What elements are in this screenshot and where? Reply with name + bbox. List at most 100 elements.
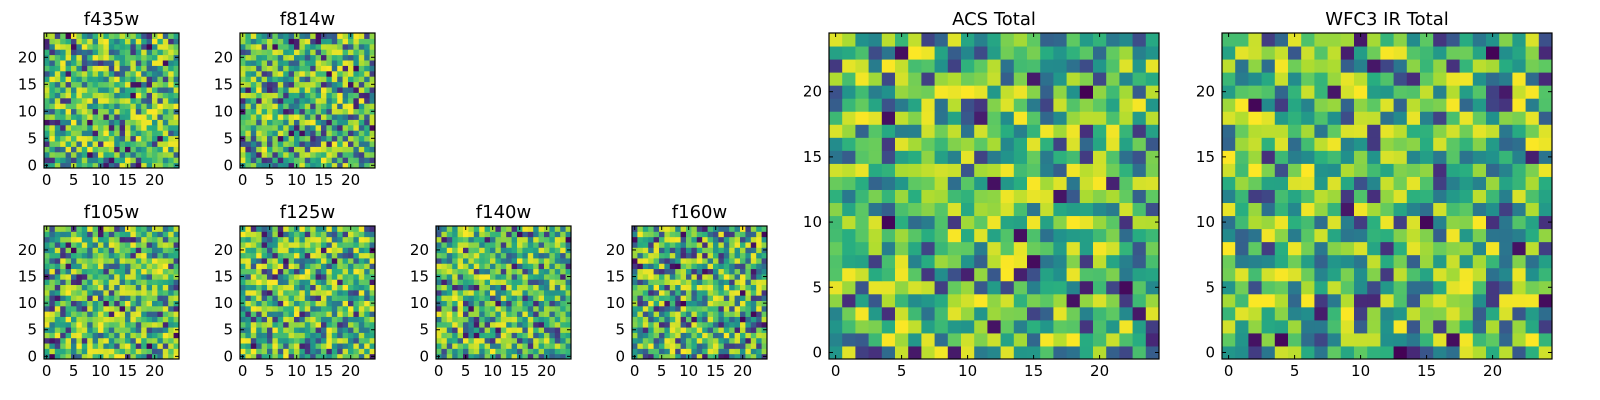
heatmap-cell (87, 162, 94, 169)
heatmap-cell (479, 289, 486, 296)
heatmap-cell (1340, 163, 1355, 177)
heatmap-cell (92, 49, 99, 56)
heatmap-cell (441, 295, 448, 301)
heatmap-cell (1538, 215, 1553, 230)
heatmap-cell (71, 119, 77, 126)
heatmap-cell (294, 321, 300, 328)
heatmap-cell (1248, 280, 1263, 295)
heatmap-cell (1459, 267, 1474, 282)
heatmap-cell (87, 81, 94, 88)
heatmap-cell (358, 268, 365, 275)
heatmap-cell (272, 92, 279, 99)
heatmap-cell (934, 33, 949, 47)
heatmap-cell (152, 43, 158, 50)
heatmap-cell (321, 157, 327, 164)
heatmap-cell (103, 108, 110, 115)
axes-frame (828, 32, 1160, 360)
heatmap-cell (168, 284, 175, 291)
heatmap-cell (538, 337, 545, 344)
heatmap-cell (315, 263, 322, 270)
heatmap-cell (527, 226, 534, 232)
heatmap-cell (135, 103, 142, 110)
heatmap-cell (565, 241, 572, 248)
heatmap-cell (369, 226, 376, 232)
heatmap-cell (675, 268, 682, 275)
heatmap-cell (1459, 254, 1474, 269)
heatmap-cell (632, 332, 638, 339)
heatmap-cell (1040, 228, 1054, 243)
heatmap-cell (908, 163, 922, 177)
heatmap-cell (544, 279, 550, 286)
heatmap-cell (92, 231, 99, 238)
heatmap-cell (283, 231, 290, 238)
heatmap-cell (114, 65, 121, 72)
heatmap-cell (92, 353, 99, 360)
heatmap-cell (490, 327, 496, 333)
heatmap-cell (54, 103, 61, 110)
heatmap-cell (987, 59, 1002, 73)
heatmap-cell (921, 228, 936, 243)
heatmap-cell (452, 343, 459, 349)
heatmap-cell (245, 268, 252, 275)
heatmap-cell (829, 202, 843, 217)
heatmap-cell (718, 295, 725, 301)
heatmap-cell (436, 231, 442, 238)
heatmap-cell (331, 151, 338, 158)
heatmap-cell (146, 268, 153, 275)
heatmap-cell (881, 59, 896, 73)
heatmap-cell (245, 151, 252, 158)
heatmap-cell (98, 151, 104, 158)
heatmap-cell (707, 247, 714, 254)
heatmap-cell (506, 241, 513, 248)
heatmap-cell (1053, 111, 1068, 125)
x-tick-label: 5 (265, 171, 275, 189)
heatmap-cell (358, 130, 365, 137)
heatmap-cell (114, 124, 121, 131)
heatmap-cell (1053, 72, 1068, 86)
heatmap-cell (745, 343, 752, 349)
heatmap-cell (1248, 267, 1263, 282)
heatmap-cell (267, 87, 273, 93)
heatmap-cell (256, 146, 263, 153)
heatmap-cell (87, 284, 94, 291)
heatmap-cell (44, 295, 50, 301)
heatmap-cell (1512, 306, 1527, 321)
heatmap-cell (76, 151, 83, 158)
heatmap-cell (1459, 176, 1474, 190)
heatmap-cell (162, 337, 169, 344)
heatmap-cell (868, 293, 883, 308)
heatmap-cell (81, 43, 88, 50)
heatmap-cell (829, 46, 843, 60)
heatmap-cell (729, 268, 736, 275)
heatmap-cell (1261, 280, 1276, 295)
heatmap-cell (342, 38, 349, 45)
heatmap-cell (173, 141, 180, 147)
heatmap-cell (130, 337, 137, 344)
heatmap-cell (277, 76, 284, 83)
heatmap-cell (76, 263, 83, 270)
heatmap-cell (277, 124, 284, 131)
heatmap-cell (686, 241, 692, 248)
heatmap-cell (65, 268, 72, 275)
heatmap-cell (637, 289, 644, 296)
heatmap-cell (750, 305, 757, 312)
heatmap-cell (1013, 124, 1028, 138)
heatmap-cell (60, 49, 67, 56)
heatmap-cell (441, 289, 448, 296)
heatmap-cell (76, 60, 83, 66)
heatmap-cell (256, 337, 263, 344)
heatmap-cell (734, 284, 741, 291)
heatmap-cell (65, 327, 72, 333)
heatmap-cell (895, 241, 909, 256)
heatmap-cell (544, 327, 550, 333)
heatmap-cell (1106, 189, 1120, 204)
heatmap-cell (1472, 319, 1487, 334)
heatmap-cell (342, 247, 349, 254)
heatmap-cell (468, 241, 475, 248)
heatmap-cell (162, 268, 169, 275)
heatmap-cell (60, 284, 67, 291)
heatmap-cell (533, 353, 540, 360)
heatmap-cell (135, 300, 142, 307)
heatmap-cell (664, 279, 671, 286)
heatmap-cell (304, 114, 311, 120)
